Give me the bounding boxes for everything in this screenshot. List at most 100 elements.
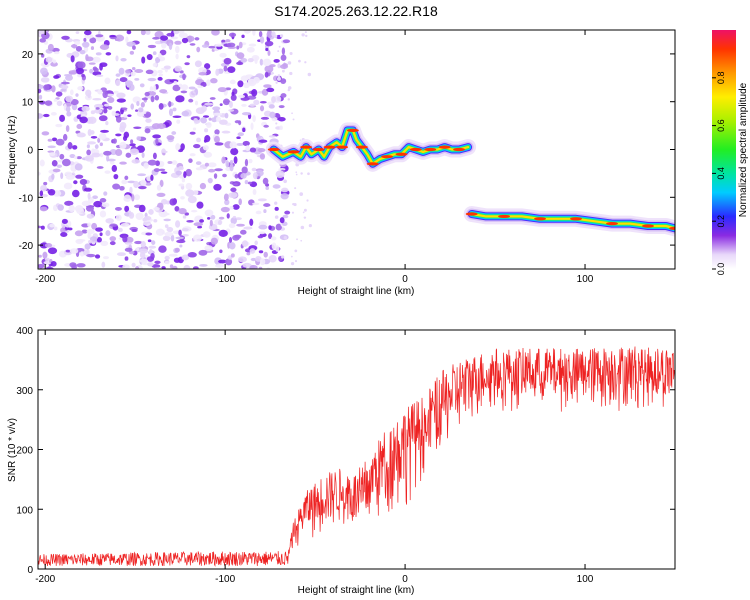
- noise-speck: [55, 91, 63, 97]
- noise-speck: [210, 214, 216, 220]
- noise-speck: [61, 158, 71, 167]
- noise-speck: [111, 110, 116, 117]
- noise-speck: [90, 46, 95, 50]
- noise-speck: [87, 128, 92, 137]
- noise-speck: [199, 182, 207, 190]
- noise-speck: [145, 232, 153, 236]
- noise-speck: [204, 63, 211, 70]
- noise-speck: [41, 131, 50, 136]
- snr-plot-area: [38, 330, 675, 569]
- noise-speck: [120, 222, 130, 228]
- noise-speck: [129, 186, 133, 194]
- ridge-peak: [300, 145, 313, 149]
- noise-speck: [99, 198, 107, 203]
- noise-speck: [210, 237, 218, 245]
- noise-speck: [173, 30, 180, 35]
- noise-speck: [181, 177, 186, 183]
- noise-speck: [39, 206, 48, 212]
- noise-speck: [237, 132, 244, 137]
- noise-speck: [206, 79, 211, 87]
- noise-speck: [228, 101, 233, 108]
- noise-speck: [141, 152, 145, 158]
- noise-speck: [219, 119, 228, 125]
- noise-speck: [131, 262, 136, 268]
- noise-speck: [109, 160, 115, 165]
- noise-speck: [303, 216, 307, 219]
- noise-speck: [47, 43, 54, 52]
- noise-speck: [193, 117, 198, 123]
- noise-speck: [152, 134, 161, 139]
- noise-speck: [76, 207, 85, 215]
- noise-speck: [47, 145, 56, 149]
- noise-speck: [83, 187, 93, 192]
- noise-speck: [133, 194, 141, 201]
- noise-speck: [107, 105, 113, 110]
- noise-speck: [112, 138, 117, 144]
- noise-speck: [47, 188, 56, 196]
- noise-speck: [87, 222, 91, 227]
- noise-speck: [282, 221, 288, 227]
- noise-speck: [251, 89, 258, 97]
- noise-speck: [123, 114, 128, 118]
- noise-speck: [115, 214, 122, 221]
- noise-speck: [86, 253, 96, 258]
- noise-speck: [287, 88, 291, 92]
- noise-speck: [194, 100, 199, 106]
- noise-speck: [249, 248, 256, 254]
- noise-speck: [170, 36, 179, 40]
- noise-speck: [75, 67, 84, 75]
- noise-speck: [275, 223, 282, 231]
- noise-speck: [89, 37, 97, 44]
- noise-speck: [51, 160, 58, 167]
- noise-speck: [143, 162, 149, 169]
- noise-speck: [109, 241, 116, 246]
- noise-speck: [266, 31, 273, 38]
- noise-speck: [279, 34, 284, 38]
- noise-speck: [183, 171, 187, 178]
- noise-speck: [164, 260, 170, 265]
- noise-speck: [122, 135, 128, 141]
- noise-speck: [119, 161, 127, 165]
- noise-speck: [236, 61, 244, 66]
- noise-speck: [229, 159, 234, 165]
- noise-speck: [144, 91, 150, 97]
- y-tick-label: 300: [16, 386, 33, 397]
- noise-speck: [124, 205, 130, 213]
- noise-speck: [52, 168, 61, 173]
- noise-speck: [40, 225, 45, 230]
- noise-speck: [183, 264, 191, 269]
- ridge-peak: [453, 147, 466, 152]
- noise-speck: [40, 77, 50, 83]
- noise-speck: [306, 199, 309, 202]
- noise-speck: [151, 264, 161, 269]
- ridge-peak: [346, 128, 359, 132]
- noise-speck: [75, 31, 80, 34]
- noise-speck: [104, 77, 111, 85]
- ridge-peak: [381, 155, 394, 159]
- noise-speck: [206, 213, 210, 217]
- noise-speck: [94, 254, 101, 259]
- noise-speck: [131, 194, 135, 202]
- noise-speck: [223, 57, 232, 65]
- noise-speck: [248, 158, 253, 164]
- noise-speck: [107, 96, 115, 103]
- noise-speck: [69, 154, 76, 159]
- noise-speck: [214, 135, 220, 144]
- noise-speck: [194, 37, 200, 41]
- noise-speck: [190, 209, 198, 213]
- noise-speck: [278, 45, 281, 48]
- noise-speck: [89, 236, 98, 242]
- noise-speck: [137, 107, 144, 113]
- noise-speck: [175, 220, 181, 228]
- noise-speck: [86, 149, 91, 156]
- noise-speck: [196, 137, 201, 143]
- noise-speck: [237, 256, 247, 263]
- noise-speck: [93, 67, 99, 73]
- noise-speck: [116, 252, 126, 257]
- noise-speck: [175, 45, 180, 54]
- noise-speck: [159, 49, 167, 56]
- noise-speck: [195, 161, 202, 165]
- noise-speck: [296, 238, 298, 241]
- noise-speck: [158, 102, 164, 110]
